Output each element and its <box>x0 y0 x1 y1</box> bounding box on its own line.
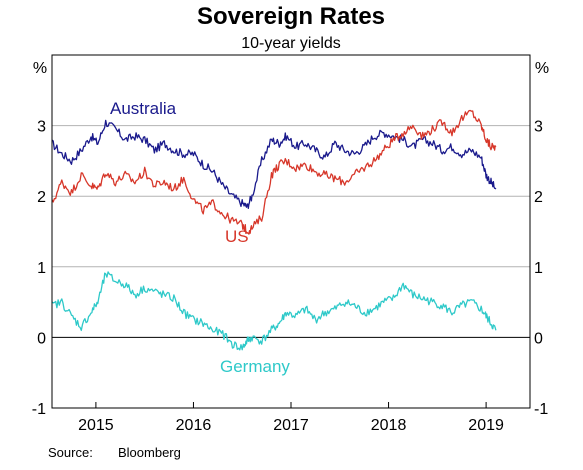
y-tick-right--1: -1 <box>534 401 548 418</box>
y-tick-left-2: 2 <box>37 189 46 206</box>
series-line-us <box>51 109 497 235</box>
x-tick-label-2017: 2017 <box>273 417 309 434</box>
y-tick-right-1: 1 <box>534 260 543 277</box>
y-tick-left--1: -1 <box>32 401 46 418</box>
series-label-us: US <box>225 227 249 246</box>
x-tick-label-2018: 2018 <box>371 417 407 434</box>
y-tick-right-0: 0 <box>534 330 543 347</box>
chart-title: Sovereign Rates <box>197 3 385 30</box>
plot-frame <box>51 54 531 409</box>
y-tick-left-0: 0 <box>37 330 46 347</box>
y-tick-right-2: 2 <box>534 189 543 206</box>
series-lines <box>51 109 497 351</box>
left-axis-unit: % <box>33 60 47 77</box>
series-label-germany: Germany <box>220 357 290 376</box>
series-line-australia <box>51 119 497 210</box>
source-label: Source: <box>48 445 93 460</box>
x-tick-label-2015: 2015 <box>78 417 114 434</box>
y-tick-left-3: 3 <box>37 119 46 136</box>
right-axis-unit: % <box>535 60 549 77</box>
axis-ticks: -1 -1 0 0 1 1 2 2 3 3 2015 2016 2017 2018 2019 <box>32 119 549 434</box>
chart-subtitle: 10-year yields <box>241 35 341 52</box>
y-tick-right-3: 3 <box>534 119 543 136</box>
series-line-germany <box>51 271 497 351</box>
x-tick-label-2019: 2019 <box>468 417 504 434</box>
source-value: Bloomberg <box>118 445 181 460</box>
series-label-australia: Australia <box>110 99 177 118</box>
gridlines <box>52 125 530 409</box>
x-tick-label-2016: 2016 <box>176 417 212 434</box>
y-tick-left-1: 1 <box>37 260 46 277</box>
